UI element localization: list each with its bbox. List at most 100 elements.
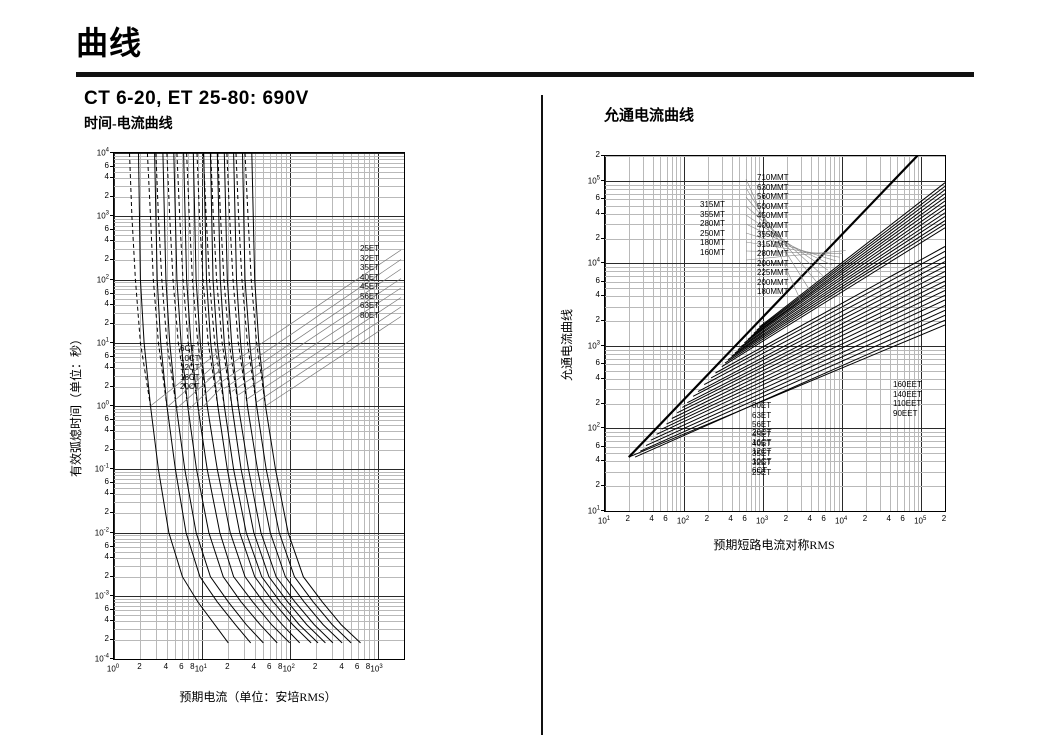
- eet-curve-label-block: 160EET 140EET 110EET 90EET: [893, 380, 922, 418]
- gridline-h: [114, 178, 404, 180]
- curve-80et-total: [244, 153, 266, 407]
- y-tick-label: 6: [104, 603, 109, 613]
- leader-line: [745, 232, 837, 262]
- x-tick-label: 102: [282, 664, 295, 674]
- y-tick: [110, 196, 114, 198]
- gridline-h: [605, 180, 945, 182]
- time-current-x-axis-title: 预期电流（单位：安培RMS）: [179, 690, 337, 704]
- leader-line: [745, 178, 802, 302]
- gridline-h: [114, 222, 404, 224]
- y-tick: [110, 468, 114, 470]
- gridline-h: [605, 370, 945, 372]
- curve-label: 200MMT: [757, 258, 789, 268]
- x-tick-label: 6: [354, 662, 360, 671]
- curve-label: 35ET: [360, 263, 380, 272]
- y-tick-label: 6: [595, 440, 600, 450]
- leader-line: [745, 250, 843, 255]
- leader-line: [745, 196, 818, 283]
- y-tick: [110, 215, 114, 217]
- curve-40et: [671, 285, 945, 419]
- gridline-h: [114, 197, 404, 199]
- y-tick: [110, 482, 114, 484]
- gridline-h: [605, 188, 945, 190]
- gridline-h: [114, 352, 404, 354]
- curve-63et: [687, 270, 945, 404]
- section-subtitle: 时间-电流曲线: [84, 117, 173, 132]
- gridline-h: [114, 282, 404, 284]
- gridline-h: [114, 609, 404, 611]
- y-tick: [601, 280, 605, 282]
- curve-label: 500MMT: [757, 201, 789, 211]
- gridline-h: [114, 532, 404, 534]
- curve-label: 710MMT: [757, 173, 789, 182]
- gridline-h: [114, 494, 404, 496]
- y-tick: [110, 512, 114, 514]
- x-tick-label: 6: [742, 514, 747, 523]
- gridline-h: [114, 367, 404, 369]
- gridline-v: [628, 156, 630, 511]
- curve-20ct: [650, 304, 945, 441]
- gridline-h: [605, 358, 945, 360]
- gridline-h: [605, 389, 945, 391]
- y-tick: [601, 198, 605, 200]
- y-tick-label: 2: [104, 570, 109, 580]
- curve-label: 315MT: [700, 200, 725, 209]
- y-tick-label: 2: [104, 444, 109, 454]
- curve-label: 250MT: [700, 228, 725, 238]
- gridline-h: [605, 511, 945, 512]
- curve-label: 10CT: [180, 353, 200, 363]
- curve-40et-total: [210, 153, 233, 407]
- curve-label: 180MMT: [757, 287, 789, 296]
- y-tick: [110, 322, 114, 324]
- gridline-h: [605, 432, 945, 434]
- gridline-v: [642, 156, 644, 511]
- leader-line: [187, 378, 222, 411]
- gridline-h: [114, 153, 404, 154]
- gridline-h: [114, 289, 404, 291]
- gridline-h: [114, 628, 404, 630]
- curve-label: 6CT: [752, 466, 768, 475]
- gridline-h: [605, 267, 945, 269]
- gridline-v: [684, 156, 686, 511]
- y-tick-label: 2: [104, 317, 109, 327]
- curve-label: 32ET: [752, 458, 772, 467]
- x-tick-label: 8: [277, 662, 283, 671]
- curve-label: 355MT: [700, 209, 725, 219]
- gridline-h: [605, 403, 945, 405]
- y-tick: [601, 320, 605, 322]
- gridline-h: [114, 361, 404, 363]
- gridline-h: [114, 249, 404, 251]
- curve-label: 12CT: [752, 447, 772, 456]
- gridline-h: [114, 620, 404, 622]
- curve-56et: [233, 153, 343, 644]
- y-tick-label: 101: [587, 505, 600, 516]
- leader-line: [247, 297, 402, 400]
- y-tick-label: 6: [104, 161, 109, 171]
- curve-label: 40ET: [752, 439, 772, 448]
- column-divider: [541, 95, 543, 735]
- curve-label: 160MT: [700, 247, 725, 257]
- gridline-h: [114, 542, 404, 544]
- gridline-h: [605, 436, 945, 438]
- x-tick-label: 103: [755, 516, 769, 526]
- x-tick-label: 2: [312, 662, 318, 671]
- gridline-v: [921, 156, 923, 511]
- curve-prospective-peak: [628, 156, 919, 458]
- gridline-h: [114, 488, 404, 490]
- curve-12ct-total: [155, 153, 177, 407]
- curve-25et: [656, 299, 945, 435]
- gridline-h: [114, 439, 404, 441]
- leader-line: [238, 287, 402, 396]
- mt-curve-label-block: 315MT 355MT 280MT 250MT 180MT 160MT: [700, 200, 725, 257]
- right-chart-title: 允通电流曲线: [604, 108, 695, 124]
- x-tick-label: 103: [370, 664, 383, 674]
- y-tick: [110, 430, 114, 432]
- y-tick: [601, 212, 605, 214]
- gridline-v: [605, 156, 606, 511]
- gridline-h: [114, 565, 404, 567]
- x-tick-label: 6: [179, 662, 184, 671]
- y-tick: [110, 531, 114, 533]
- curve-label: 45ET: [360, 282, 380, 291]
- leader-line: [231, 278, 402, 392]
